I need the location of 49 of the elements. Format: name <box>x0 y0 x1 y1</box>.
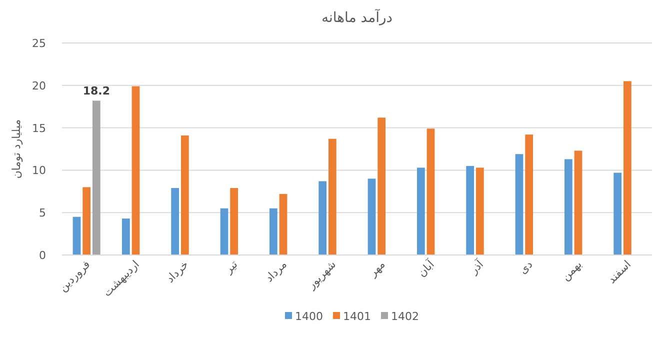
bar <box>230 188 238 255</box>
bar <box>171 188 180 255</box>
x-tick-label: آذر <box>466 256 487 278</box>
bar <box>328 138 336 255</box>
x-tick-label: تیر <box>222 258 240 277</box>
y-tick-label: 5 <box>39 206 46 220</box>
y-tick-label: 25 <box>32 37 46 50</box>
chart-title: درآمد ماهانه <box>322 8 392 26</box>
bar <box>318 181 327 255</box>
legend-label: 1401 <box>343 310 371 323</box>
bar <box>72 216 81 255</box>
bar <box>269 208 278 255</box>
x-tick-label: خرداد <box>164 258 192 286</box>
x-tick-label: مرداد <box>262 258 290 285</box>
bar <box>122 218 130 255</box>
bar <box>368 178 376 255</box>
bar <box>476 168 484 255</box>
x-tick-label: اسفند <box>605 258 634 286</box>
x-tick-label: شهریور <box>304 258 339 292</box>
x-tick-label: مهر <box>366 258 388 280</box>
data-label: 18.2 <box>82 84 110 98</box>
bar <box>279 194 288 255</box>
bar <box>525 134 534 255</box>
bar <box>426 128 435 255</box>
y-tick-label: 20 <box>32 79 46 92</box>
y-tick-label: 15 <box>32 122 46 135</box>
legend-label: 1402 <box>391 310 419 323</box>
y-tick-label: 10 <box>32 164 46 178</box>
bar <box>378 118 386 255</box>
y-axis-title: میلیارد تومان <box>10 119 23 179</box>
legend-label: 1400 <box>295 310 323 323</box>
bar <box>220 208 228 255</box>
bar <box>92 100 100 255</box>
bar <box>614 172 622 255</box>
bar <box>416 168 425 255</box>
x-tick-label: فروردین <box>56 258 93 294</box>
bar <box>180 135 189 255</box>
bar <box>515 154 524 255</box>
bar <box>623 81 632 255</box>
x-tick-label: آبان <box>414 256 438 280</box>
bar <box>574 150 582 255</box>
bar <box>564 159 572 255</box>
bar <box>466 166 474 255</box>
bar <box>132 86 140 255</box>
x-tick-label: اردیبهشت <box>100 258 142 300</box>
x-tick-label: دی <box>516 258 536 277</box>
x-tick-label: بهمن <box>559 258 584 284</box>
y-tick-label: 0 <box>39 249 46 262</box>
bar <box>82 187 91 255</box>
